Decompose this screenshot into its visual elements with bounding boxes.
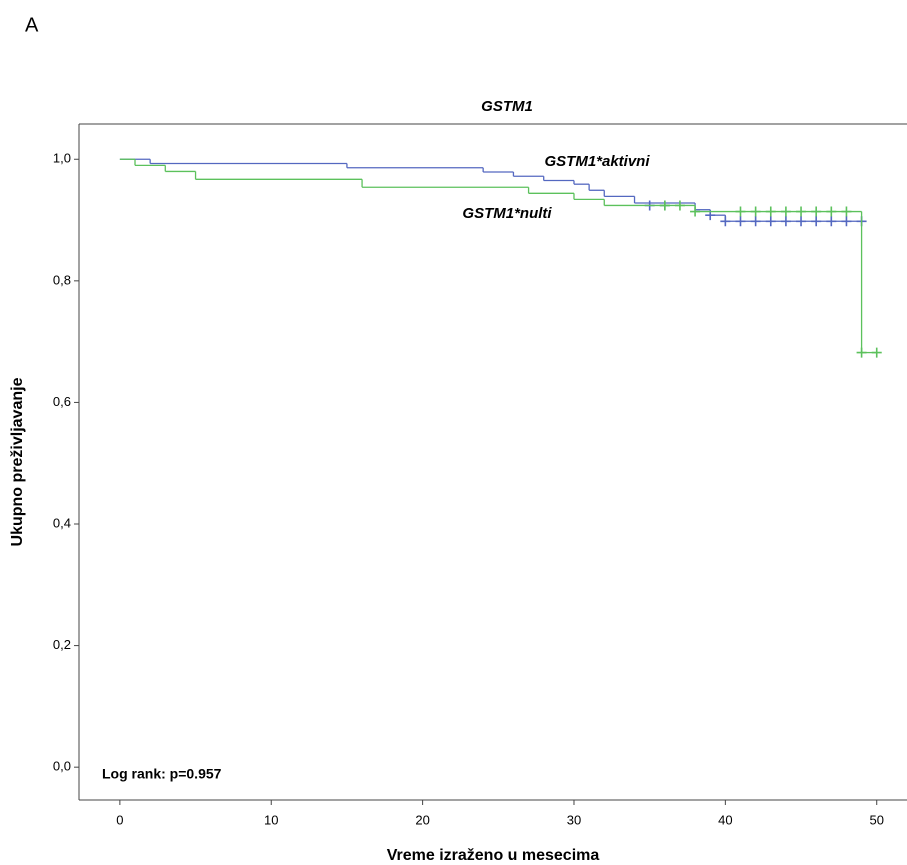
censor-mark: [750, 216, 761, 227]
censor-mark: [659, 200, 670, 211]
chart-title: GSTM1: [481, 98, 533, 115]
y-tick-label: 1,0: [53, 151, 71, 166]
censor-mark: [690, 206, 701, 217]
panel-label: A: [25, 14, 39, 36]
censor-mark: [674, 200, 685, 211]
annotation: Log rank: p=0.957: [102, 766, 222, 782]
censor-mark: [765, 216, 776, 227]
censor-mark: [826, 206, 837, 217]
y-axis-label: Ukupno preživljavanje: [9, 377, 26, 546]
censor-mark: [780, 216, 791, 227]
series-label: GSTM1*aktivni: [544, 153, 650, 170]
censor-mark: [796, 206, 807, 217]
censor-mark: [811, 206, 822, 217]
x-tick-label: 0: [116, 812, 123, 827]
x-tick-label: 50: [869, 812, 883, 827]
censor-mark: [871, 347, 882, 358]
censor-mark: [811, 216, 822, 227]
censor-mark: [841, 206, 852, 217]
censor-mark: [780, 206, 791, 217]
censor-mark: [735, 206, 746, 217]
y-tick-label: 0,2: [53, 637, 71, 652]
y-tick-label: 0,8: [53, 272, 71, 287]
y-tick-label: 0,6: [53, 394, 71, 409]
censor-mark: [720, 216, 731, 227]
censor-mark: [856, 347, 867, 358]
censor-mark: [796, 216, 807, 227]
censor-mark: [750, 206, 761, 217]
y-tick-label: 0,0: [53, 759, 71, 774]
censor-mark: [841, 216, 852, 227]
y-tick-label: 0,4: [53, 515, 71, 530]
censor-mark: [735, 216, 746, 227]
x-tick-label: 10: [264, 812, 278, 827]
censor-mark: [826, 216, 837, 227]
x-axis-label: Vreme izraženo u mesecima: [387, 847, 600, 864]
censor-mark: [765, 206, 776, 217]
x-tick-label: 30: [567, 812, 581, 827]
x-tick-label: 40: [718, 812, 732, 827]
series-label: GSTM1*nulti: [462, 205, 552, 222]
x-tick-label: 20: [415, 812, 429, 827]
